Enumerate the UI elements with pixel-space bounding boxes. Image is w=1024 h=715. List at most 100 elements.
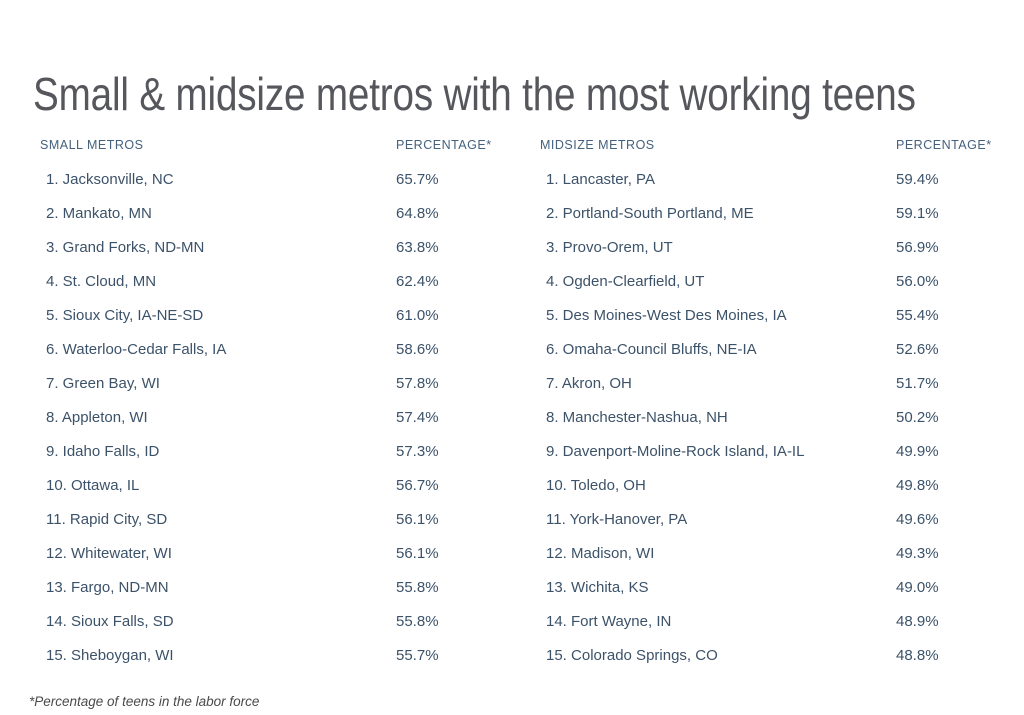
metro-name: 6. Waterloo-Cedar Falls, IA — [46, 340, 227, 358]
small-metros-table: SMALL METROS PERCENTAGE* 1. Jacksonville… — [40, 128, 500, 672]
table-row: 15. Sheboygan, WI 55.7% — [40, 638, 500, 672]
metro-name: 12. Madison, WI — [546, 544, 655, 562]
column-header-percentage: PERCENTAGE* — [396, 138, 492, 152]
metro-percentage: 49.3% — [896, 544, 939, 562]
table-header-row: MIDSIZE METROS PERCENTAGE* — [540, 128, 1000, 162]
metro-percentage: 62.4% — [396, 272, 439, 290]
metro-percentage: 57.4% — [396, 408, 439, 426]
table-row: 10. Ottawa, IL 56.7% — [40, 468, 500, 502]
metro-percentage: 55.4% — [896, 306, 939, 324]
table-row: 1. Lancaster, PA 59.4% — [540, 162, 1000, 196]
metro-percentage: 61.0% — [396, 306, 439, 324]
table-row: 12. Whitewater, WI 56.1% — [40, 536, 500, 570]
metro-name: 4. Ogden-Clearfield, UT — [546, 272, 705, 290]
metro-percentage: 57.3% — [396, 442, 439, 460]
metro-name: 5. Sioux City, IA-NE-SD — [46, 306, 204, 324]
table-row: 12. Madison, WI 49.3% — [540, 536, 1000, 570]
footnote: *Percentage of teens in the labor force — [29, 694, 260, 709]
metro-percentage: 56.7% — [396, 476, 439, 494]
metro-percentage: 59.1% — [896, 204, 939, 222]
metro-name: 5. Des Moines-West Des Moines, IA — [546, 306, 787, 324]
table-row: 10. Toledo, OH 49.8% — [540, 468, 1000, 502]
metro-percentage: 49.9% — [896, 442, 939, 460]
metro-percentage: 59.4% — [896, 170, 939, 188]
metro-name: 12. Whitewater, WI — [46, 544, 172, 562]
table-row: 2. Mankato, MN 64.8% — [40, 196, 500, 230]
table-row: 6. Omaha-Council Bluffs, NE-IA 52.6% — [540, 332, 1000, 366]
table-row: 15. Colorado Springs, CO 48.8% — [540, 638, 1000, 672]
metro-percentage: 64.8% — [396, 204, 439, 222]
column-header-small-metros: SMALL METROS — [40, 138, 144, 152]
metro-name: 4. St. Cloud, MN — [46, 272, 157, 290]
metro-name: 14. Fort Wayne, IN — [546, 612, 672, 630]
metro-percentage: 63.8% — [396, 238, 439, 256]
metro-percentage: 55.8% — [396, 612, 439, 630]
metro-name: 15. Colorado Springs, CO — [546, 646, 718, 664]
table-row: 1. Jacksonville, NC 65.7% — [40, 162, 500, 196]
column-header-percentage: PERCENTAGE* — [896, 138, 992, 152]
table-row: 9. Davenport-Moline-Rock Island, IA-IL 49… — [540, 434, 1000, 468]
metro-name: 9. Idaho Falls, ID — [46, 442, 160, 460]
metro-percentage: 49.0% — [896, 578, 939, 596]
column-header-midsize-metros: MIDSIZE METROS — [540, 138, 655, 152]
metro-percentage: 52.6% — [896, 340, 939, 358]
page-title: Small & midsize metros with the most wor… — [33, 67, 916, 120]
metro-percentage: 48.9% — [896, 612, 939, 630]
table-row: 8. Appleton, WI 57.4% — [40, 400, 500, 434]
table-row: 4. Ogden-Clearfield, UT 56.0% — [540, 264, 1000, 298]
metro-name: 14. Sioux Falls, SD — [46, 612, 174, 630]
metro-percentage: 51.7% — [896, 374, 939, 392]
metro-percentage: 58.6% — [396, 340, 439, 358]
table-row: 8. Manchester-Nashua, NH 50.2% — [540, 400, 1000, 434]
metro-name: 7. Green Bay, WI — [46, 374, 160, 392]
metro-percentage: 56.0% — [896, 272, 939, 290]
table-row: 13. Fargo, ND-MN 55.8% — [40, 570, 500, 604]
metro-percentage: 49.8% — [896, 476, 939, 494]
table-row: 6. Waterloo-Cedar Falls, IA 58.6% — [40, 332, 500, 366]
metro-name: 3. Grand Forks, ND-MN — [46, 238, 205, 256]
table-header-row: SMALL METROS PERCENTAGE* — [40, 128, 500, 162]
table-row: 7. Green Bay, WI 57.8% — [40, 366, 500, 400]
metro-name: 6. Omaha-Council Bluffs, NE-IA — [546, 340, 757, 358]
metro-name: 15. Sheboygan, WI — [46, 646, 174, 664]
table-row: 9. Idaho Falls, ID 57.3% — [40, 434, 500, 468]
metro-percentage: 50.2% — [896, 408, 939, 426]
metro-percentage: 48.8% — [896, 646, 939, 664]
metro-name: 11. York-Hanover, PA — [546, 510, 688, 528]
table-row: 14. Sioux Falls, SD 55.8% — [40, 604, 500, 638]
table-row: 3. Grand Forks, ND-MN 63.8% — [40, 230, 500, 264]
metro-name: 8. Appleton, WI — [46, 408, 148, 426]
metro-percentage: 56.1% — [396, 510, 439, 528]
metro-name: 1. Jacksonville, NC — [46, 170, 174, 188]
metro-percentage: 56.9% — [896, 238, 939, 256]
table-row: 5. Des Moines-West Des Moines, IA 55.4% — [540, 298, 1000, 332]
table-row: 4. St. Cloud, MN 62.4% — [40, 264, 500, 298]
table-row: 11. York-Hanover, PA 49.6% — [540, 502, 1000, 536]
metro-name: 13. Wichita, KS — [546, 578, 649, 596]
table-row: 2. Portland-South Portland, ME 59.1% — [540, 196, 1000, 230]
metro-percentage: 55.8% — [396, 578, 439, 596]
midsize-metros-table: MIDSIZE METROS PERCENTAGE* 1. Lancaster,… — [540, 128, 1000, 672]
table-row: 11. Rapid City, SD 56.1% — [40, 502, 500, 536]
table-row: 3. Provo-Orem, UT 56.9% — [540, 230, 1000, 264]
metro-name: 13. Fargo, ND-MN — [46, 578, 169, 596]
metro-name: 8. Manchester-Nashua, NH — [546, 408, 728, 426]
metro-name: 11. Rapid City, SD — [46, 510, 168, 528]
table-row: 14. Fort Wayne, IN 48.9% — [540, 604, 1000, 638]
metro-percentage: 49.6% — [896, 510, 939, 528]
metro-percentage: 56.1% — [396, 544, 439, 562]
table-row: 5. Sioux City, IA-NE-SD 61.0% — [40, 298, 500, 332]
metro-name: 2. Portland-South Portland, ME — [546, 204, 754, 222]
metro-percentage: 57.8% — [396, 374, 439, 392]
metro-name: 10. Ottawa, IL — [46, 476, 140, 494]
metro-percentage: 55.7% — [396, 646, 439, 664]
metro-name: 10. Toledo, OH — [546, 476, 646, 494]
table-row: 7. Akron, OH 51.7% — [540, 366, 1000, 400]
metro-name: 1. Lancaster, PA — [546, 170, 655, 188]
metro-name: 2. Mankato, MN — [46, 204, 152, 222]
metro-name: 7. Akron, OH — [546, 374, 632, 392]
metro-name: 9. Davenport-Moline-Rock Island, IA-IL — [546, 442, 805, 460]
metro-name: 3. Provo-Orem, UT — [546, 238, 673, 256]
table-row: 13. Wichita, KS 49.0% — [540, 570, 1000, 604]
